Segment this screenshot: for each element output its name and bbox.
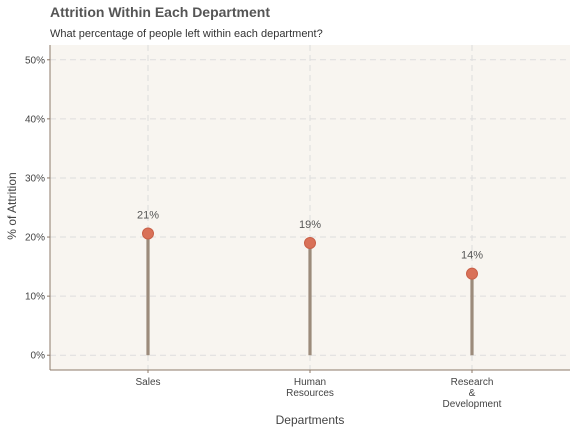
chart-title: Attrition Within Each Department [50,4,270,20]
y-tick-label: 20% [25,233,45,244]
lollipop-point [304,236,316,249]
x-tick-label: Research & Development [443,377,502,410]
data-label: 21% [137,210,159,222]
x-tick-label: Sales [135,377,160,388]
y-tick-label: 30% [25,173,45,184]
y-tick-label: 10% [25,292,45,303]
x-axis-title: Departments [276,413,345,427]
lollipop-point [466,267,478,280]
axis-layer: 0% 10% 20% 30% 40% 50% Sales Human Resources Rese… [25,45,570,410]
y-axis-title: % of Attrition [5,172,19,239]
y-tick-label: 50% [25,55,45,66]
y-tick-label: 40% [25,114,45,125]
data-label: 14% [461,250,483,262]
mark-layer: 21% 19% 14% [137,210,483,356]
data-label: 19% [299,219,321,231]
y-tick-label: 0% [31,351,46,362]
lollipop-point [142,227,154,240]
chart-subtitle: What percentage of people left within ea… [50,28,323,40]
x-tick-label: Human Resources [286,377,334,399]
